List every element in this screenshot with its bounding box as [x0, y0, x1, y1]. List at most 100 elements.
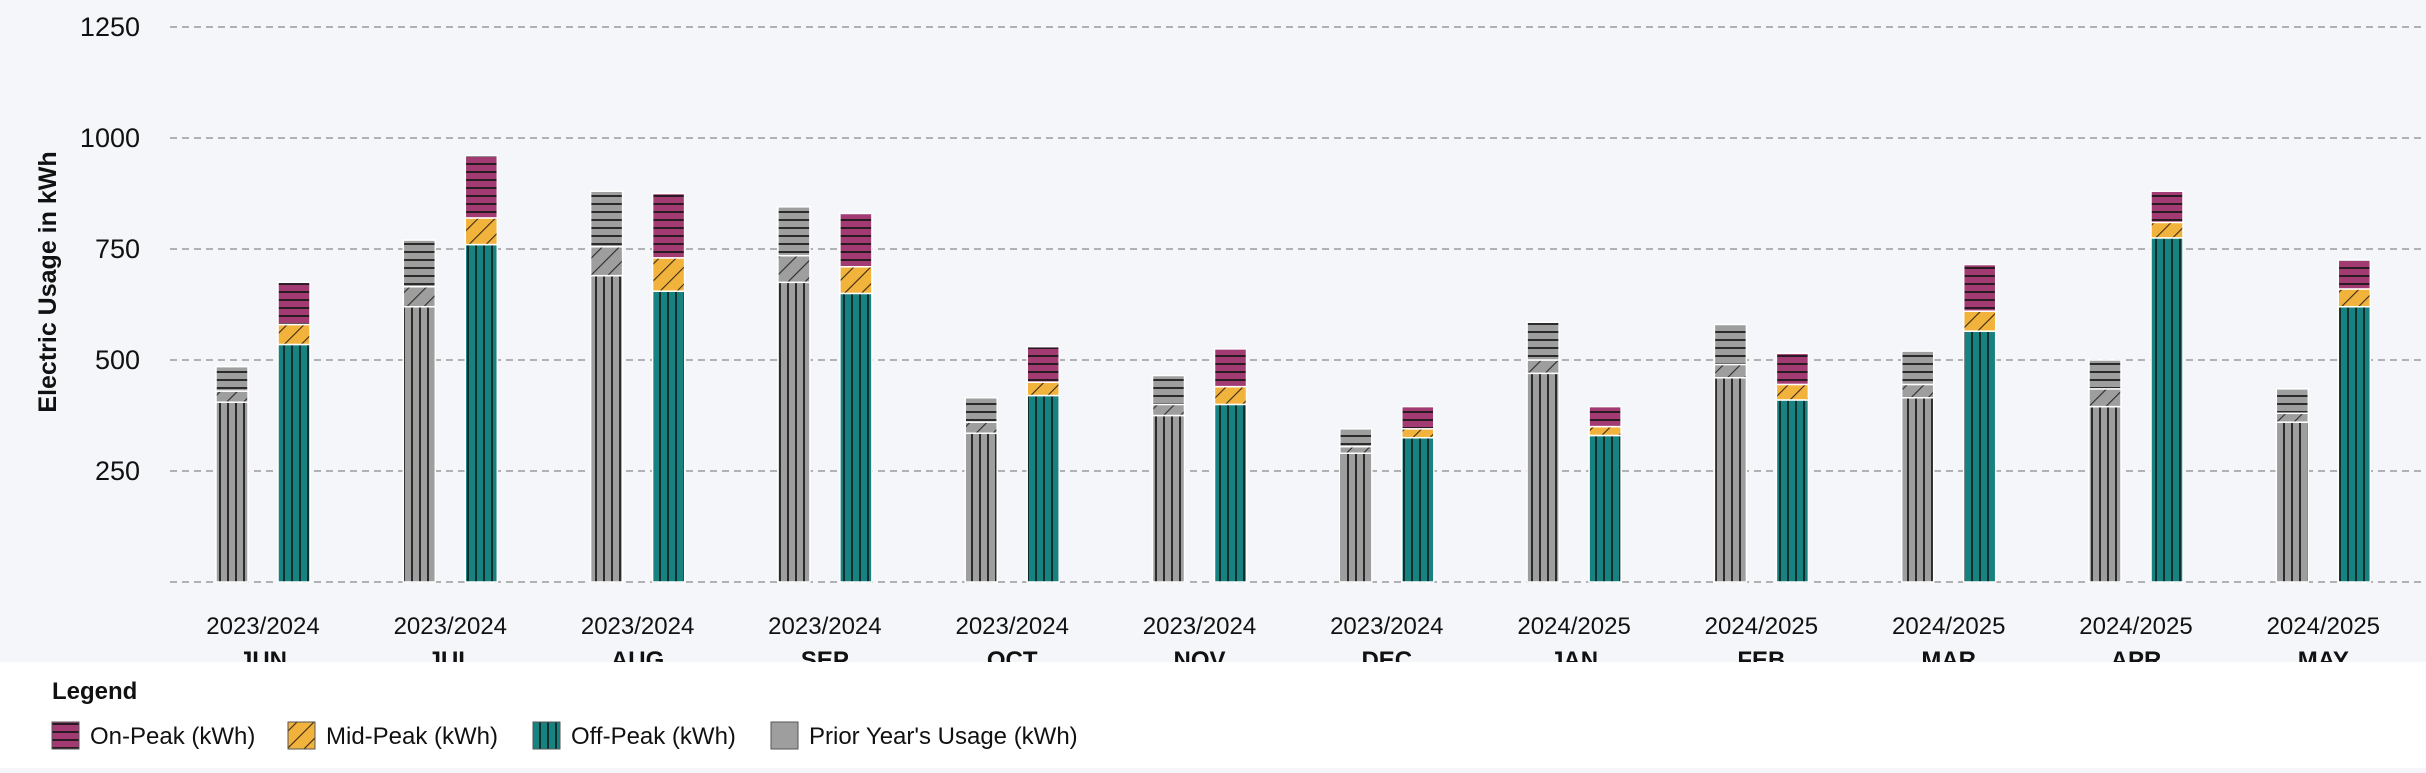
x-year-label: 2024/2025: [1705, 613, 1818, 640]
prior-year-bar-mid-peak: [215, 390, 249, 403]
prior-year-bar-off-peak: [1713, 377, 1748, 583]
prior-year-bar-on-peak: [1900, 350, 1935, 386]
prior-year-bar-on-peak: [1713, 323, 1748, 366]
current-bar-mid-peak: [277, 323, 311, 346]
current-bar-on-peak: [1962, 263, 1997, 312]
current-bar-mid-peak: [1775, 383, 1810, 401]
current-bar-mid-peak: [839, 266, 873, 295]
current-bar-off-peak: [1588, 434, 1622, 583]
current-bar-on-peak: [1213, 348, 1248, 388]
current-bar-off-peak: [1026, 394, 1060, 583]
current-bar-off-peak: [839, 292, 873, 583]
y-tick-label: 1250: [80, 12, 140, 42]
prior-year-bar-on-peak: [1151, 374, 1186, 406]
gridlines: [170, 26, 2426, 583]
legend-swatch: [51, 721, 80, 750]
current-bar-mid-peak: [651, 257, 686, 292]
y-tick-label: 500: [95, 345, 140, 375]
x-year-label: 2023/2024: [955, 613, 1068, 640]
prior-year-bar-off-peak: [964, 432, 998, 583]
legend-label: Prior Year's Usage (kWh): [809, 723, 1078, 750]
prior-year-bar-off-peak: [402, 305, 437, 583]
x-year-label: 2023/2024: [768, 613, 881, 640]
y-axis-label: Electric Usage in kWh: [34, 151, 62, 412]
prior-year-bar-off-peak: [1900, 396, 1935, 583]
current-bar-off-peak: [2337, 305, 2372, 583]
x-year-label: 2024/2025: [2079, 613, 2192, 640]
prior-year-bar-off-peak: [777, 281, 811, 583]
legend: On-Peak (kWh) Mid-Peak (kWh) Off-Peak (kWh…: [51, 721, 1078, 750]
current-bar-on-peak: [1401, 405, 1435, 430]
current-bar-off-peak: [277, 343, 311, 583]
x-year-label: 2023/2024: [206, 613, 319, 640]
current-bar-off-peak: [1401, 436, 1435, 583]
prior-year-bar-mid-peak: [2088, 388, 2122, 408]
y-axis-ticks: 250 500 750 1000 1250: [80, 12, 140, 486]
legend-label: Mid-Peak (kWh): [326, 723, 498, 750]
y-tick-label: 750: [95, 234, 140, 264]
current-bar-off-peak: [651, 290, 686, 583]
current-bar-on-peak: [2150, 190, 2184, 224]
legend-title: Legend: [52, 678, 137, 705]
current-bar-off-peak: [1962, 330, 1997, 583]
current-bar-off-peak: [1213, 403, 1248, 583]
prior-year-bar-off-peak: [215, 401, 249, 583]
current-bar-on-peak: [839, 212, 873, 268]
current-bar-mid-peak: [464, 217, 499, 246]
y-tick-label: 250: [95, 456, 140, 486]
x-year-label: 2024/2025: [1517, 613, 1630, 640]
prior-year-bar-mid-peak: [1339, 445, 1373, 454]
current-bar-mid-peak: [1401, 428, 1435, 439]
prior-year-bar-on-peak: [964, 396, 998, 423]
current-bar-mid-peak: [1026, 381, 1060, 397]
current-bar-off-peak: [2150, 237, 2184, 583]
prior-year-bar-off-peak: [589, 274, 624, 583]
prior-year-bar-mid-peak: [2275, 412, 2310, 423]
legend-swatch: [770, 721, 799, 750]
current-bar-on-peak: [2337, 259, 2372, 290]
prior-year-bar-mid-peak: [1151, 403, 1186, 417]
current-bar-mid-peak: [1588, 425, 1622, 437]
prior-year-bar-mid-peak: [589, 246, 624, 277]
prior-year-bar-mid-peak: [402, 285, 437, 308]
x-year-label: 2023/2024: [581, 613, 694, 640]
x-year-label: 2023/2024: [1143, 613, 1256, 640]
legend-band: [0, 662, 2426, 768]
legend-swatch: [287, 721, 316, 750]
prior-year-bar-on-peak: [215, 365, 249, 392]
current-bar-off-peak: [464, 243, 499, 583]
current-bar-on-peak: [1588, 405, 1622, 428]
current-bar-mid-peak: [2150, 221, 2184, 239]
current-bar-off-peak: [1775, 399, 1810, 583]
x-year-label: 2023/2024: [1330, 613, 1443, 640]
prior-year-bar-on-peak: [589, 190, 624, 248]
prior-year-bar-off-peak: [1339, 452, 1373, 583]
x-year-label: 2024/2025: [2267, 613, 2380, 640]
prior-year-bar-mid-peak: [1713, 363, 1748, 379]
prior-year-bar-mid-peak: [1900, 383, 1935, 399]
prior-year-bar-off-peak: [1151, 414, 1186, 583]
bars: [215, 155, 2372, 583]
legend-swatch: [532, 721, 561, 750]
legend-label: On-Peak (kWh): [90, 723, 255, 750]
prior-year-bar-on-peak: [1526, 321, 1560, 361]
prior-year-bar-on-peak: [777, 206, 811, 257]
prior-year-bar-on-peak: [2275, 388, 2310, 415]
current-bar-mid-peak: [2337, 288, 2372, 308]
prior-year-bar-on-peak: [402, 239, 437, 288]
current-bar-mid-peak: [1213, 385, 1248, 406]
prior-year-bar-off-peak: [1526, 372, 1560, 583]
current-bar-on-peak: [464, 155, 499, 219]
prior-year-bar-mid-peak: [1526, 359, 1560, 375]
prior-year-bar-mid-peak: [964, 421, 998, 435]
prior-year-bar-on-peak: [1339, 428, 1373, 448]
current-bar-on-peak: [1026, 345, 1060, 383]
legend-label: Off-Peak (kWh): [571, 723, 736, 750]
prior-year-bar-mid-peak: [777, 254, 811, 284]
x-year-label: 2024/2025: [1892, 613, 2005, 640]
x-year-label: 2023/2024: [394, 613, 507, 640]
current-bar-on-peak: [651, 192, 686, 259]
current-bar-mid-peak: [1962, 310, 1997, 332]
